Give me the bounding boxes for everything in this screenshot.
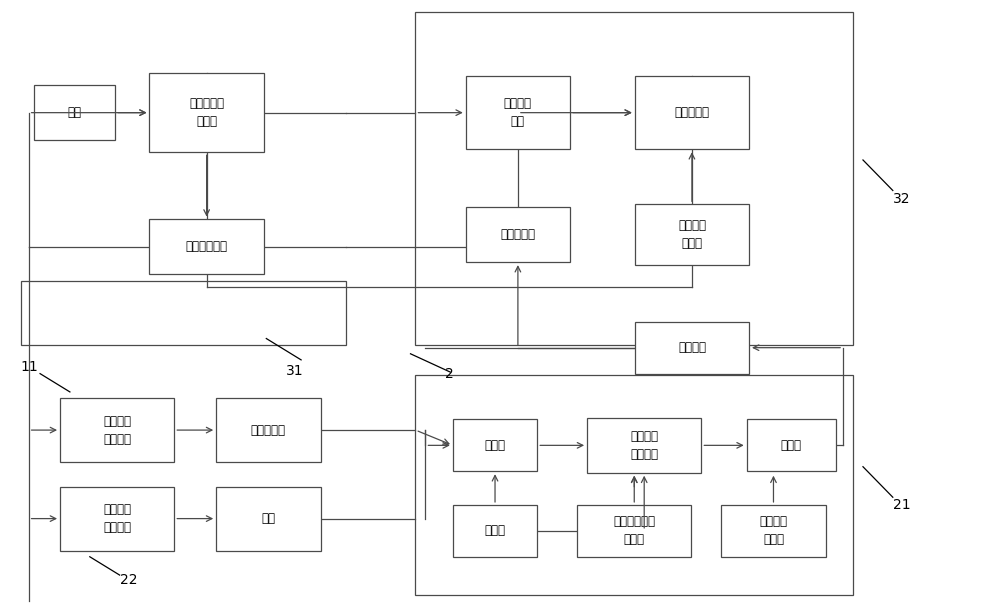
- Text: 采样反馈电阻: 采样反馈电阻: [186, 240, 228, 253]
- Bar: [415, 12, 853, 344]
- Text: 加速腐蚀
负载模块: 加速腐蚀 负载模块: [103, 415, 131, 445]
- Bar: [577, 505, 691, 557]
- Bar: [453, 505, 537, 557]
- Text: 保护电位
调节器: 保护电位 调节器: [759, 516, 787, 546]
- Text: 11: 11: [20, 360, 38, 373]
- Text: 光耦器: 光耦器: [781, 439, 802, 452]
- Bar: [466, 76, 570, 149]
- Text: 22: 22: [120, 573, 137, 587]
- Bar: [60, 487, 174, 551]
- Text: 高频功率转
换电路: 高频功率转 换电路: [189, 97, 224, 128]
- Bar: [466, 207, 570, 262]
- Text: 阳极: 阳极: [261, 512, 275, 525]
- Text: 32: 32: [893, 192, 910, 206]
- Bar: [721, 505, 826, 557]
- Bar: [216, 487, 321, 551]
- Text: 切换模块: 切换模块: [678, 341, 706, 354]
- Bar: [453, 419, 537, 471]
- Text: 电源: 电源: [67, 106, 81, 119]
- Bar: [635, 205, 749, 265]
- Bar: [747, 419, 836, 471]
- Bar: [415, 375, 853, 595]
- Text: 滞后正反
馈比较器: 滞后正反 馈比较器: [630, 430, 658, 461]
- Text: 21: 21: [893, 498, 910, 513]
- Bar: [635, 322, 749, 374]
- Text: 负反馈放
大器: 负反馈放 大器: [504, 97, 532, 128]
- Text: 脉宽调制器: 脉宽调制器: [674, 106, 709, 119]
- Bar: [34, 85, 115, 140]
- Text: 2: 2: [445, 367, 454, 381]
- Text: 阴极保护
负载模块: 阴极保护 负载模块: [103, 503, 131, 534]
- Text: 电流调节器: 电流调节器: [500, 229, 535, 241]
- Bar: [149, 73, 264, 152]
- Text: 放大器: 放大器: [485, 439, 506, 452]
- Bar: [21, 280, 346, 344]
- Bar: [587, 418, 701, 473]
- Bar: [635, 76, 749, 149]
- Text: 31: 31: [286, 364, 304, 378]
- Text: 空载电压
电位器: 空载电压 电位器: [678, 219, 706, 250]
- Bar: [149, 219, 264, 274]
- Bar: [60, 398, 174, 462]
- Text: 参比变化范围
调节器: 参比变化范围 调节器: [613, 516, 655, 546]
- Text: 跟随器: 跟随器: [485, 524, 506, 537]
- Text: 被腐蚀构件: 被腐蚀构件: [251, 424, 286, 437]
- Bar: [216, 398, 321, 462]
